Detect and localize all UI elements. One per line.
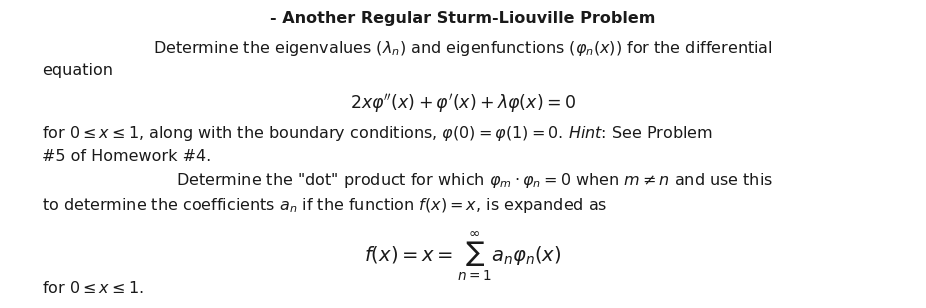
Text: - Another Regular Sturm-Liouville Problem: - Another Regular Sturm-Liouville Proble… <box>270 11 656 26</box>
Text: Determine the eigenvalues ($\lambda_n$) and eigenfunctions ($\varphi_n(x)$) for : Determine the eigenvalues ($\lambda_n$) … <box>153 38 773 58</box>
Text: equation: equation <box>42 63 113 78</box>
Text: to determine the coefficients $a_n$ if the function $f(x) = x$, is expanded as: to determine the coefficients $a_n$ if t… <box>42 196 607 215</box>
Text: $2x\varphi''(x) + \varphi'(x) + \lambda\varphi(x) = 0$: $2x\varphi''(x) + \varphi'(x) + \lambda\… <box>350 92 576 116</box>
Text: #5 of Homework #4.: #5 of Homework #4. <box>42 149 211 164</box>
Text: Determine the "dot" product for which $\varphi_m \cdot \varphi_n = 0$ when $m \n: Determine the "dot" product for which $\… <box>176 171 773 190</box>
Text: for $0 \leq x \leq 1$.: for $0 \leq x \leq 1$. <box>42 280 144 296</box>
Text: $f(x) = x = \sum_{n=1}^{\infty} a_n\varphi_n(x)$: $f(x) = x = \sum_{n=1}^{\infty} a_n\varp… <box>364 229 562 282</box>
Text: for $0 \leq x \leq 1$, along with the boundary conditions, $\varphi(0) = \varphi: for $0 \leq x \leq 1$, along with the bo… <box>42 124 713 143</box>
